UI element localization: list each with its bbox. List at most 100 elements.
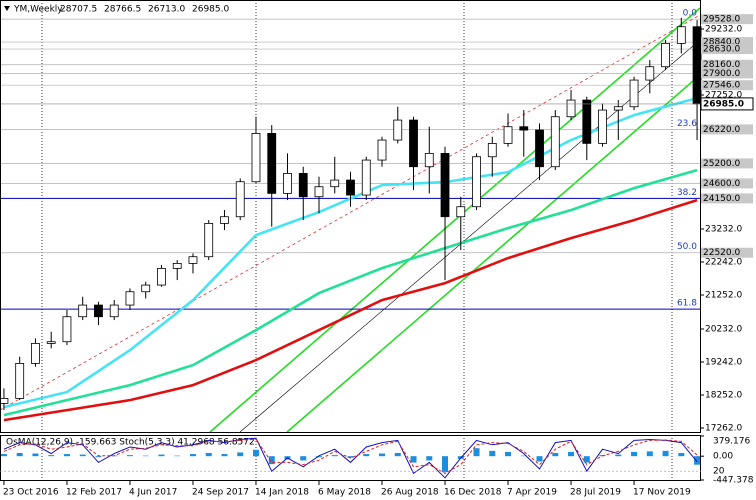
osma-bar [536,456,543,462]
osma-bar [410,456,417,463]
candle-body [314,186,324,198]
x-tick-label: 6 May 2018 [318,488,371,498]
level-label: 22520.0 [703,248,740,258]
moving-average [3,168,698,417]
fib-label: 38.2 [677,188,697,198]
candle-body [235,181,245,218]
y-tick-label: 18252.0 [705,391,742,401]
osma-bar [95,456,102,458]
fib-label: 23.6 [677,119,697,129]
moving-average [3,198,698,422]
stoch-tick-label: 20 [713,467,725,477]
candle-body [519,126,529,131]
candle-body [535,129,544,168]
x-tick-label: 26 Aug 2018 [381,488,439,498]
candle-body [582,99,592,144]
trend-line [0,14,701,411]
osma-bar [662,450,669,457]
candle-body [393,119,403,141]
fib-label: 50.0 [677,242,697,252]
level-label: 28630.0 [703,45,740,55]
osma-bar [63,454,70,457]
candle-body [676,26,686,44]
candle-body [109,304,119,318]
ohlc-open: 28707.5 [60,5,97,15]
trend-lines [0,7,701,433]
candle-body [330,179,340,188]
osma-bar [552,452,559,457]
osma-bar [16,452,23,457]
candle-body [251,132,261,183]
candle-body [472,156,481,208]
candle-body [204,222,214,258]
ohlc-high: 28766.5 [104,5,141,15]
ohlc-low: 26713.0 [148,5,185,15]
candle-body [62,316,72,343]
candle-body [283,172,292,194]
candle-body [0,397,9,404]
candle-body [141,284,151,293]
osma-bar [363,454,370,457]
fib-label: 0.0 [683,9,698,19]
osma-bar [252,449,259,457]
osma-bar [489,450,496,457]
price-frame [0,0,701,433]
x-tick-label: 28 Jul 2019 [570,488,621,498]
osma-bar [473,448,480,457]
candle-body [566,99,576,118]
level-label-box [701,80,753,91]
x-tick-label: 12 Feb 2017 [66,488,122,498]
candle-body [409,119,418,168]
candle-body [661,43,670,68]
y-tick-label: 19242.0 [705,358,742,368]
osma-bar [694,456,701,465]
y-tick-label: 23232.0 [705,225,742,235]
candle-body [31,342,40,364]
x-tick-label: 14 Jan 2018 [255,488,309,498]
candle-body [78,304,88,318]
last-price-label: 26985.0 [703,99,744,109]
osma-bar [520,455,527,457]
y-tick-label: 21252.0 [705,291,742,301]
level-label-box [701,44,753,55]
osma-bar [32,453,39,457]
x-tick-label: 23 Oct 2016 [3,488,59,498]
level-label-box [701,193,753,204]
y-tick-label: 17262.0 [705,424,742,434]
osma-bar [126,455,133,457]
level-label-box [701,68,753,79]
osma-bar [615,454,622,457]
candle-body [598,109,607,144]
level-label: 28840.0 [703,38,740,48]
ohlc-close: 26985.0 [192,5,229,15]
osma-bar [426,456,433,461]
y-tick-label: 29232.0 [705,25,742,35]
x-tick-label: 17 Nov 2019 [633,488,691,498]
candle-body [157,267,166,286]
level-label: 27900.0 [703,69,740,79]
channel-line [209,7,701,433]
osma-bar [237,452,244,457]
collapse-icon[interactable] [4,6,10,11]
osma-bar [394,452,401,457]
candle-body [46,341,56,344]
chart-title: YM,Weekly [13,5,63,15]
candle-body [267,132,277,194]
trend-line [239,39,701,433]
channel-line [286,74,701,433]
level-label: 24600.0 [703,179,740,189]
level-label: 25200.0 [703,159,740,169]
osma-bar [174,455,181,457]
level-label: 28160.0 [703,60,740,70]
candle-body [613,106,623,111]
candle-body [503,126,513,144]
level-label-box [701,124,753,135]
osma-bar [442,456,449,473]
x-tick-label: 7 Apr 2019 [507,488,557,498]
level-label-box [701,247,753,258]
osma-bar [221,454,228,457]
osma-bar [331,455,338,457]
osma-bar [631,451,638,457]
stoch-line [3,437,698,479]
